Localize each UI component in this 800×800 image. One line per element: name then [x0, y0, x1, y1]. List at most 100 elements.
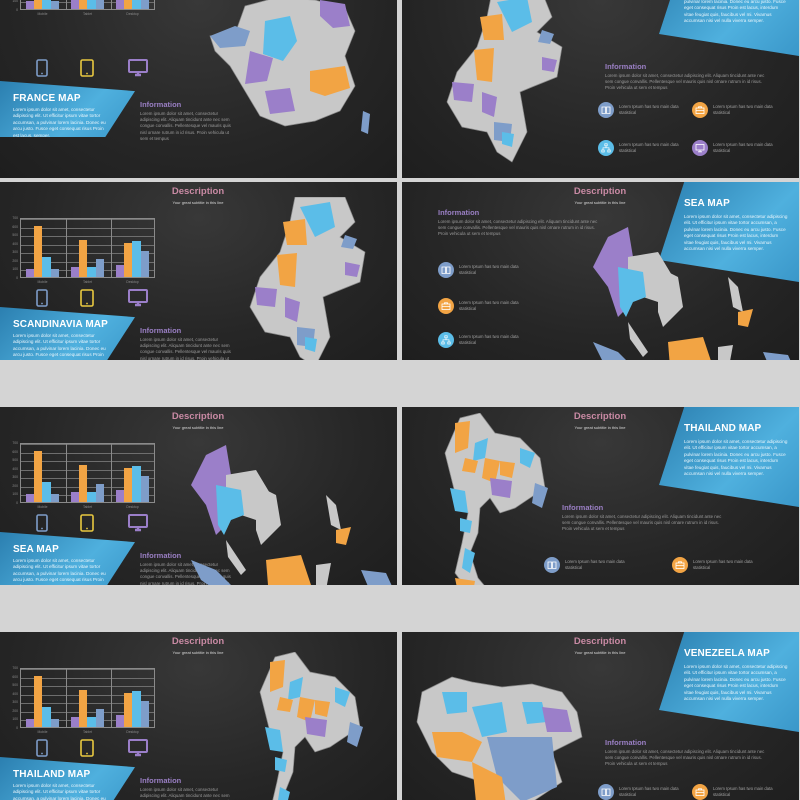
description-subtitle: Your great subtitle in this line: [172, 425, 224, 430]
chart-gridline: [21, 253, 154, 255]
map-description: Lorem ipsum dolor sit amet, consectetur …: [13, 107, 106, 138]
chart-gridline: [21, 236, 154, 238]
description-subtitle: Your great subtitle in this line: [574, 650, 626, 655]
stat-text: Lorem Ipsum has two main data statistica…: [693, 559, 753, 570]
bar-chart: 0100200300400500600700MobileTabletDeskto…: [6, 0, 161, 18]
y-tick-label: 0: [16, 8, 18, 12]
stat-text: Lorem Ipsum has two main data statistica…: [459, 300, 519, 311]
chart-divider: [111, 219, 112, 277]
chart-gridline: [21, 444, 154, 445]
y-tick-label: 700: [12, 441, 18, 445]
stat-text: Lorem Ipsum has two main data statistica…: [619, 786, 679, 797]
monitor-icon: [692, 140, 708, 156]
y-tick-label: 700: [12, 216, 18, 220]
chart-divider: [111, 669, 112, 727]
chart-plot-area: [20, 443, 155, 503]
x-tick-label: Tablet: [82, 730, 93, 734]
france-map[interactable]: [205, 0, 375, 151]
slide-sea-right[interactable]: Description Your great subtitle in this l…: [402, 182, 799, 360]
mobile-icon: [36, 59, 48, 82]
chart-gridline: [21, 469, 154, 471]
stat-text: Lorem Ipsum has two main data statistica…: [713, 104, 773, 115]
slide-venezuela-right[interactable]: Description Your great subtitle in this l…: [402, 632, 799, 800]
bar-desktop-1: [116, 489, 125, 502]
chart-divider: [66, 444, 67, 502]
briefcase-icon: [672, 557, 688, 573]
bar-desktop-3: [132, 691, 141, 727]
map-description: Lorem ipsum dolor sit amet, consectetur …: [13, 783, 106, 800]
chart-gridline: [21, 261, 154, 263]
chart-plot-area: [20, 0, 155, 10]
bar-mobile-1: [26, 1, 35, 9]
bar-tablet-4: [95, 483, 104, 502]
information-text: Lorem ipsum dolor sit amet, consectetur …: [140, 787, 231, 800]
book-icon: [598, 784, 614, 800]
y-tick-label: 400: [12, 241, 18, 246]
chart-divider: [66, 669, 67, 727]
slide-sea-left[interactable]: Description Your great subtitle in this l…: [0, 407, 397, 585]
bar-desktop-3: [132, 241, 141, 277]
information-heading: Information: [140, 100, 182, 109]
chart-gridline: [21, 686, 154, 688]
stat-item: Lorem Ipsum has two main data statistica…: [438, 262, 521, 278]
x-tick-label: Desktop: [126, 505, 139, 509]
ven-map[interactable]: [412, 662, 592, 800]
x-tick-label: Tablet: [82, 505, 93, 509]
y-tick-label: 500: [12, 458, 18, 463]
book-icon: [544, 557, 560, 573]
y-tick-label: 100: [12, 492, 18, 497]
bar-desktop-1: [116, 264, 125, 277]
y-tick-label: 200: [12, 258, 18, 263]
bar-mobile-1: [26, 719, 35, 727]
scandi-map[interactable]: [432, 0, 572, 172]
bar-mobile-2: [34, 450, 43, 502]
bar-desktop-2: [124, 0, 133, 9]
bar-desktop-4: [140, 701, 149, 727]
x-tick-label: Desktop: [126, 730, 139, 734]
map-title-box: VENEZEELA MAP Lorem ipsum dolor sit amet,…: [659, 632, 799, 732]
bar-desktop-2: [124, 467, 133, 502]
map-title: SCANDINAVIA MAP: [13, 319, 108, 330]
slide-scandinavia-left[interactable]: Description Your great subtitle in this l…: [0, 182, 397, 360]
bar-tablet-3: [87, 491, 96, 502]
bar-desktop-2: [124, 692, 133, 727]
map-title-box: THAILAND MAP Lorem ipsum dolor sit amet, …: [659, 407, 799, 507]
desktop-icon: [128, 739, 148, 762]
mobile-icon: [36, 289, 48, 312]
bar-mobile-2: [34, 0, 43, 9]
stat-item: Lorem Ipsum has two main data statistica…: [598, 784, 681, 800]
y-tick-label: 300: [12, 475, 18, 480]
slide-france-left[interactable]: 0100200300400500600700MobileTabletDeskto…: [0, 0, 397, 178]
bar-desktop-2: [124, 242, 133, 277]
scandi-map[interactable]: [235, 196, 375, 360]
bar-mobile-2: [34, 225, 43, 277]
bar-mobile-3: [42, 0, 51, 9]
stat-item: Lorem Ipsum has two main data statistica…: [598, 102, 681, 118]
map-description: Lorem ipsum dolor sit amet, consectetur …: [13, 558, 106, 585]
slide-thailand-left[interactable]: Description Your great subtitle in this l…: [0, 632, 397, 800]
sea-map[interactable]: [186, 445, 396, 585]
information-text: Lorem ipsum dolor sit amet, consectetur …: [140, 337, 231, 360]
slide-scandinavia-right[interactable]: Lorem ipsum dolor sit amet, consectetur …: [402, 0, 799, 178]
sea-map[interactable]: [588, 227, 798, 360]
bar-tablet-3: [87, 0, 96, 9]
thai-map[interactable]: [255, 651, 370, 800]
chart-gridline: [21, 677, 154, 679]
bar-mobile-4: [50, 718, 59, 727]
information-heading: Information: [140, 551, 182, 560]
thai-map[interactable]: [440, 412, 555, 585]
map-title-box: Lorem ipsum dolor sit amet, consectetur …: [659, 0, 799, 56]
y-tick-label: 600: [12, 674, 18, 679]
y-tick-label: 300: [12, 250, 18, 255]
slide-thailand-right[interactable]: Description Your great subtitle in this l…: [402, 407, 799, 585]
bar-mobile-4: [50, 0, 59, 9]
information-text: Lorem ipsum dolor sit amet, consectetur …: [140, 111, 231, 141]
bar-mobile-1: [26, 269, 35, 277]
y-tick-label: 500: [12, 233, 18, 238]
bar-desktop-1: [116, 714, 125, 727]
y-tick-label: 100: [12, 717, 18, 722]
chart-gridline: [21, 711, 154, 713]
briefcase-icon: [692, 102, 708, 118]
